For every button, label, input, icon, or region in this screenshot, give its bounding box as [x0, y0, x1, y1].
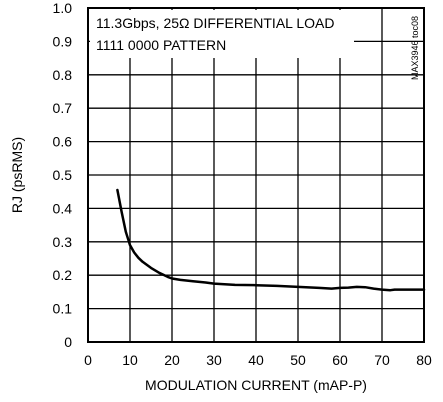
y-tick-label: 0.5	[53, 167, 73, 183]
y-tick-label: 0.7	[53, 100, 73, 116]
x-tick-label: 50	[290, 352, 306, 368]
y-tick-label: 0	[64, 334, 72, 350]
annotation-box: 11.3Gbps, 25Ω DIFFERENTIAL LOAD 1111 000…	[90, 10, 354, 58]
plot-frame	[87, 7, 425, 343]
x-tick-label: 80	[416, 352, 432, 368]
y-tick-label: 0.4	[53, 200, 73, 216]
annotation-line-2: 1111 0000 PATTERN	[96, 37, 226, 53]
rj-curve	[116, 188, 426, 292]
y-tick-label: 0.1	[53, 301, 73, 317]
x-tick-label: 30	[206, 352, 222, 368]
y-tick-label: 0.8	[53, 67, 73, 83]
tick-labels: 0 10 20 30 40 50 60 70 80 0 0.1 0.2 0.3 0.4 0.5 0.6 0.7 0…	[53, 0, 432, 368]
x-tick-label: 10	[122, 352, 138, 368]
y-tick-label: 0.6	[53, 134, 73, 150]
x-tick-label: 20	[164, 352, 180, 368]
y-tick-label: 0.2	[53, 267, 73, 283]
y-tick-label: 0.9	[53, 33, 73, 49]
x-tick-label: 0	[84, 352, 92, 368]
y-tick-label: 1.0	[53, 0, 73, 16]
annotation-background	[90, 10, 354, 58]
figure-code: MAX3946 toc08	[410, 16, 420, 80]
annotation-line-1: 11.3Gbps, 25Ω DIFFERENTIAL LOAD	[96, 15, 334, 31]
grid-lines	[88, 8, 424, 342]
x-tick-label: 60	[332, 352, 348, 368]
y-axis-title: RJ (psRMS)	[9, 137, 25, 213]
x-tick-label: 70	[374, 352, 390, 368]
y-tick-label: 0.3	[53, 234, 73, 250]
x-tick-label: 40	[248, 352, 264, 368]
x-axis-title: MODULATION CURRENT (mAP-P)	[145, 377, 367, 393]
